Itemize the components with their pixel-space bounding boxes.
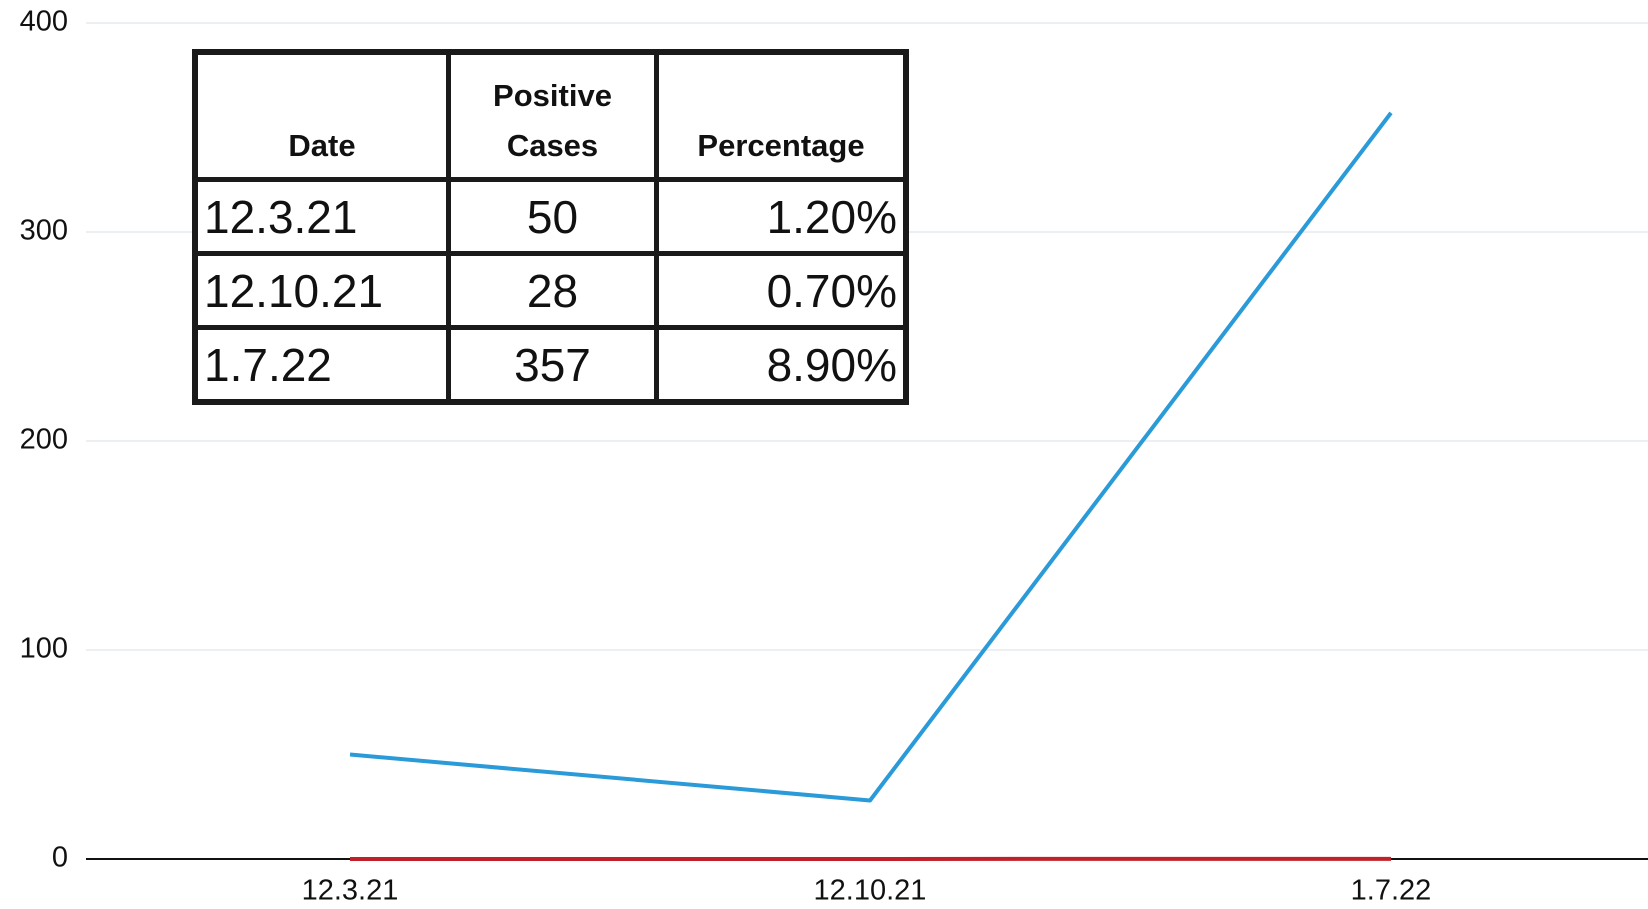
y-tick-label: 300 [20, 215, 68, 247]
table-cell: 1.7.22 [192, 325, 451, 405]
table-row: 12.3.21 50 1.20% [192, 177, 909, 256]
table-cell: 50 [446, 177, 659, 256]
x-tick-label: 12.3.21 [302, 875, 399, 907]
table-cell: 0.70% [654, 251, 909, 330]
table-cell: 12.10.21 [192, 251, 451, 330]
table-cell: 1.20% [654, 177, 909, 256]
series-line [349, 111, 1393, 803]
x-tick-label: 1.7.22 [1351, 875, 1432, 907]
header-cell: Percentage [654, 49, 909, 182]
header-cell: Positive Cases [446, 49, 659, 182]
y-tick-label: 200 [20, 424, 68, 456]
y-tick-label: 100 [20, 633, 68, 665]
table-cell: 12.3.21 [192, 177, 451, 256]
table-cell: 8.90% [654, 325, 909, 405]
y-tick-label: 0 [52, 842, 68, 874]
y-tick-label: 400 [20, 6, 68, 38]
table-row: 12.10.21 28 0.70% [192, 251, 909, 330]
table-row: 1.7.22 357 8.90% [192, 325, 909, 405]
header-cell: Date [192, 49, 451, 182]
header-row: Date Positive Cases Percentage [192, 49, 909, 182]
table-cell: 357 [446, 325, 659, 405]
x-tick-label: 12.10.21 [814, 875, 927, 907]
table-cell: 28 [446, 251, 659, 330]
data-table: Date Positive Cases Percentage 12.3.21 50 1.2… [192, 49, 909, 405]
